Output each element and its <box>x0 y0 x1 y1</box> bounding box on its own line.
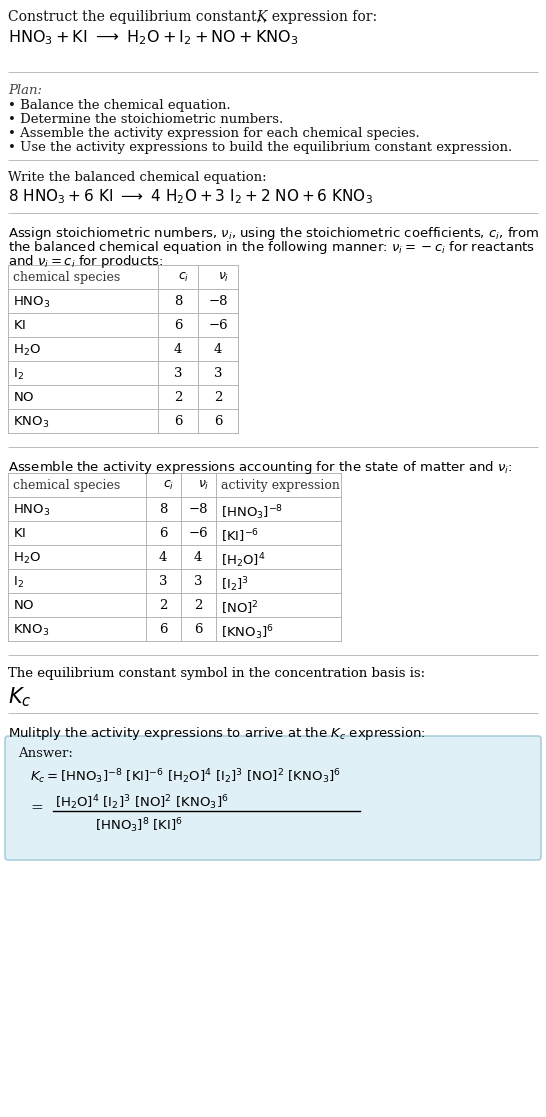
Text: $c_i$: $c_i$ <box>178 271 189 284</box>
Text: $K_c$: $K_c$ <box>8 685 32 708</box>
Text: $[\mathrm{KI}]^{-6}$: $[\mathrm{KI}]^{-6}$ <box>221 527 259 545</box>
Text: $\nu_i$: $\nu_i$ <box>198 479 209 493</box>
Text: $c_i$: $c_i$ <box>163 479 174 493</box>
Text: −8: −8 <box>208 295 228 308</box>
Text: $\nu_i$: $\nu_i$ <box>218 271 229 284</box>
Text: $\mathrm{KI}$: $\mathrm{KI}$ <box>13 319 26 332</box>
Text: $[\mathrm{H_2O}]^{4}\ [\mathrm{I_2}]^{3}\ [\mathrm{NO}]^{2}\ [\mathrm{KNO_3}]^{6: $[\mathrm{H_2O}]^{4}\ [\mathrm{I_2}]^{3}… <box>55 793 229 812</box>
Text: $\mathrm{I_2}$: $\mathrm{I_2}$ <box>13 575 24 590</box>
Text: the balanced chemical equation in the following manner: $\nu_i = -c_i$ for react: the balanced chemical equation in the fo… <box>8 239 535 256</box>
Text: Answer:: Answer: <box>18 747 73 760</box>
Text: 3: 3 <box>174 367 182 380</box>
Text: $[\mathrm{HNO_3}]^{8}\ [\mathrm{KI}]^{6}$: $[\mathrm{HNO_3}]^{8}\ [\mathrm{KI}]^{6}… <box>95 817 183 834</box>
Text: $\mathrm{HNO_3 + KI\ \longrightarrow\ H_2O + I_2 + NO + KNO_3}$: $\mathrm{HNO_3 + KI\ \longrightarrow\ H_… <box>8 28 298 47</box>
Text: 6: 6 <box>213 416 222 428</box>
Text: • Determine the stoichiometric numbers.: • Determine the stoichiometric numbers. <box>8 113 283 126</box>
Text: −6: −6 <box>208 319 228 332</box>
Text: 3: 3 <box>213 367 222 380</box>
Text: $\mathrm{I_2}$: $\mathrm{I_2}$ <box>13 367 24 382</box>
Text: 3: 3 <box>159 575 167 588</box>
Text: $\mathrm{KNO_3}$: $\mathrm{KNO_3}$ <box>13 623 49 638</box>
Text: 2: 2 <box>194 599 202 612</box>
Text: Write the balanced chemical equation:: Write the balanced chemical equation: <box>8 171 266 184</box>
Text: 2: 2 <box>159 599 167 612</box>
Text: 2: 2 <box>174 391 182 404</box>
Text: $\mathrm{NO}$: $\mathrm{NO}$ <box>13 391 34 404</box>
Text: $\mathrm{NO}$: $\mathrm{NO}$ <box>13 599 34 612</box>
Text: 8: 8 <box>159 503 167 516</box>
FancyBboxPatch shape <box>5 736 541 860</box>
Text: and $\nu_i = c_i$ for products:: and $\nu_i = c_i$ for products: <box>8 252 164 270</box>
Text: 4: 4 <box>214 343 222 356</box>
Text: 6: 6 <box>174 319 182 332</box>
Text: • Use the activity expressions to build the equilibrium constant expression.: • Use the activity expressions to build … <box>8 141 512 154</box>
Text: • Balance the chemical equation.: • Balance the chemical equation. <box>8 99 230 112</box>
Text: $\mathrm{8\ HNO_3 + 6\ KI\ \longrightarrow\ 4\ H_2O + 3\ I_2 + 2\ NO + 6\ KNO_3}: $\mathrm{8\ HNO_3 + 6\ KI\ \longrightarr… <box>8 187 373 206</box>
Text: 6: 6 <box>159 527 167 540</box>
Text: 6: 6 <box>194 623 202 636</box>
Text: , expression for:: , expression for: <box>263 10 377 23</box>
Text: $[\mathrm{H_2O}]^{4}$: $[\mathrm{H_2O}]^{4}$ <box>221 551 265 570</box>
Text: K: K <box>256 10 266 23</box>
Text: $\mathrm{H_2O}$: $\mathrm{H_2O}$ <box>13 551 41 566</box>
Text: The equilibrium constant symbol in the concentration basis is:: The equilibrium constant symbol in the c… <box>8 667 425 680</box>
Text: =: = <box>30 801 43 815</box>
Text: chemical species: chemical species <box>13 479 120 491</box>
Text: $[\mathrm{I_2}]^{3}$: $[\mathrm{I_2}]^{3}$ <box>221 575 249 594</box>
Text: $K_c = [\mathrm{HNO_3}]^{-8}\ [\mathrm{KI}]^{-6}\ [\mathrm{H_2O}]^{4}\ [\mathrm{: $K_c = [\mathrm{HNO_3}]^{-8}\ [\mathrm{K… <box>30 767 341 785</box>
Text: 2: 2 <box>214 391 222 404</box>
Text: $[\mathrm{KNO_3}]^{6}$: $[\mathrm{KNO_3}]^{6}$ <box>221 623 274 641</box>
Text: $\mathrm{KI}$: $\mathrm{KI}$ <box>13 527 26 540</box>
Text: $[\mathrm{HNO_3}]^{-8}$: $[\mathrm{HNO_3}]^{-8}$ <box>221 503 283 522</box>
Text: $\mathrm{HNO_3}$: $\mathrm{HNO_3}$ <box>13 503 51 518</box>
Text: Assign stoichiometric numbers, $\nu_i$, using the stoichiometric coefficients, $: Assign stoichiometric numbers, $\nu_i$, … <box>8 225 539 242</box>
Text: Construct the equilibrium constant,: Construct the equilibrium constant, <box>8 10 265 23</box>
Text: $[\mathrm{NO}]^{2}$: $[\mathrm{NO}]^{2}$ <box>221 599 259 617</box>
Text: 6: 6 <box>159 623 167 636</box>
Text: Mulitply the activity expressions to arrive at the $K_c$ expression:: Mulitply the activity expressions to arr… <box>8 725 426 742</box>
Text: 8: 8 <box>174 295 182 308</box>
Text: $\mathrm{HNO_3}$: $\mathrm{HNO_3}$ <box>13 295 51 311</box>
Text: 4: 4 <box>159 551 167 564</box>
Text: 4: 4 <box>194 551 202 564</box>
Text: activity expression: activity expression <box>221 479 340 491</box>
Text: −6: −6 <box>188 527 208 540</box>
Text: Plan:: Plan: <box>8 84 42 97</box>
Text: chemical species: chemical species <box>13 271 120 284</box>
Text: 3: 3 <box>194 575 202 588</box>
Text: • Assemble the activity expression for each chemical species.: • Assemble the activity expression for e… <box>8 127 420 140</box>
Text: 4: 4 <box>174 343 182 356</box>
Text: Assemble the activity expressions accounting for the state of matter and $\nu_i$: Assemble the activity expressions accoun… <box>8 459 513 476</box>
Text: $\mathrm{KNO_3}$: $\mathrm{KNO_3}$ <box>13 416 49 430</box>
Text: −8: −8 <box>188 503 207 516</box>
Text: 6: 6 <box>174 416 182 428</box>
Text: $\mathrm{H_2O}$: $\mathrm{H_2O}$ <box>13 343 41 359</box>
